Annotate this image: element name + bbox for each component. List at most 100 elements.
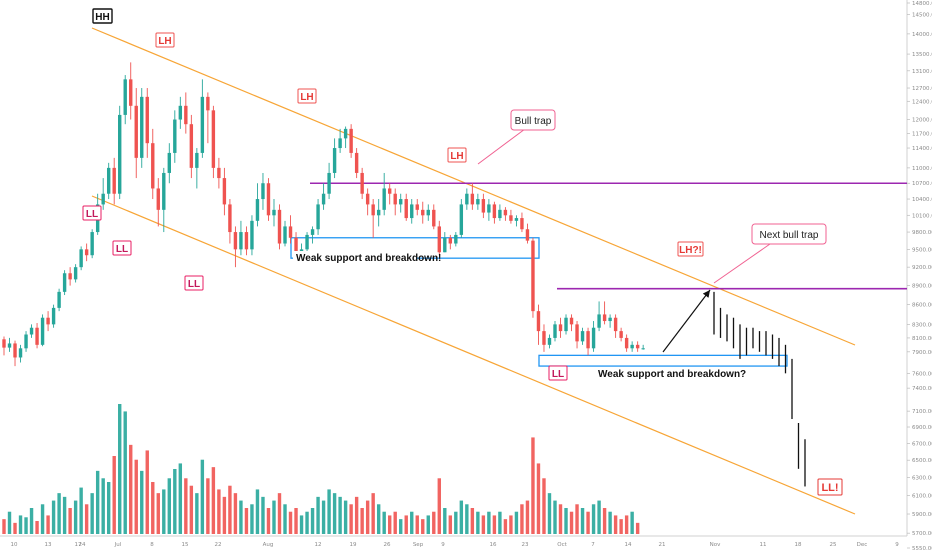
volume-bar xyxy=(393,511,397,534)
x-tick-label: 11 xyxy=(760,542,767,548)
candle-body xyxy=(448,237,453,244)
lh-label-2: LH xyxy=(300,92,313,103)
hh-label: HH xyxy=(95,12,109,23)
volume-bar xyxy=(206,478,210,534)
volume-bar xyxy=(426,515,430,534)
candle-body xyxy=(487,204,491,213)
hh-label-box xyxy=(92,8,113,24)
candle-body xyxy=(101,193,105,205)
lh-label-3: LH xyxy=(450,151,463,162)
volume-bar xyxy=(118,404,122,534)
volume-bar xyxy=(360,508,364,534)
candle-body xyxy=(454,234,458,244)
candle-body xyxy=(498,209,502,219)
candle-body xyxy=(376,209,381,216)
x-tick-label: 19 xyxy=(350,542,357,548)
volume-bar xyxy=(261,496,265,534)
volume-bar xyxy=(106,482,111,534)
volume-bar xyxy=(250,504,254,534)
volume-bar xyxy=(255,489,260,534)
candle-body xyxy=(332,148,337,173)
candle-body xyxy=(29,327,34,335)
y-tick-label: 7900.00 xyxy=(912,350,932,356)
y-tick-label: 5550.00 xyxy=(912,546,932,550)
volume-bar xyxy=(90,493,94,534)
candlesticks xyxy=(2,62,645,367)
x-tick-label: Sep xyxy=(413,542,424,548)
volume-bar xyxy=(558,504,563,534)
volume-bar xyxy=(613,515,618,534)
candle-body xyxy=(591,327,596,349)
x-tick-label: 24 xyxy=(79,542,86,548)
ll-label-3: LL xyxy=(188,279,200,290)
candle-body xyxy=(316,204,320,230)
candle-body xyxy=(266,183,271,216)
x-tick-label: Aug xyxy=(263,542,274,548)
weak-support-label-1: Weak support and breakdown! xyxy=(296,253,441,264)
candle-body xyxy=(228,204,232,233)
x-tick-label: 21 xyxy=(659,542,666,548)
candle-body xyxy=(24,334,28,349)
candle-body xyxy=(360,172,364,194)
candle-body xyxy=(294,237,298,253)
volume-bar xyxy=(62,496,67,534)
candle-body xyxy=(613,317,618,332)
candle-body xyxy=(630,344,634,349)
y-tick-label: 9200.00 xyxy=(912,265,932,271)
y-tick-label: 7600.00 xyxy=(912,371,932,377)
ll-final-label: LL! xyxy=(821,482,838,494)
projection-arrow xyxy=(662,289,711,353)
x-tick-label: 18 xyxy=(795,542,802,548)
x-tick-label: 23 xyxy=(522,542,529,548)
ll-label-1-box xyxy=(82,205,102,221)
volume-bar xyxy=(531,437,535,534)
volume-bar xyxy=(575,504,579,534)
volume-bar xyxy=(608,511,612,534)
volume-bar xyxy=(354,496,359,534)
volume-bar xyxy=(35,521,39,534)
candle-body xyxy=(580,331,585,342)
volume-bar xyxy=(569,511,574,534)
volume-bar xyxy=(332,493,337,534)
lh-label-2-box xyxy=(297,88,317,104)
candle-body xyxy=(79,249,83,268)
candle-body xyxy=(46,317,50,325)
candle-body xyxy=(481,199,486,213)
candle-body xyxy=(57,291,61,308)
candle-body xyxy=(156,188,160,210)
volume-bar xyxy=(338,496,342,534)
volume-bar xyxy=(459,500,464,534)
y-tick-label: 7400.00 xyxy=(912,386,932,392)
volume-bar xyxy=(2,519,6,534)
volume-bar xyxy=(266,508,271,534)
ll-label-4-box xyxy=(548,365,568,381)
candle-body xyxy=(184,105,188,125)
y-tick-label: 8100.00 xyxy=(912,336,932,342)
volume-bar xyxy=(272,500,276,534)
candle-body xyxy=(106,167,111,194)
candle-body xyxy=(321,193,326,205)
volume-bar xyxy=(410,511,414,534)
bull-trap-pointer xyxy=(477,128,526,165)
next-bull-trap-pointer xyxy=(713,243,771,284)
volume-bar xyxy=(432,511,436,534)
volume-bar xyxy=(57,493,61,534)
volume-bar xyxy=(509,515,513,534)
weak-support-label-2: Weak support and breakdown? xyxy=(598,369,746,380)
volume-bar xyxy=(129,444,133,534)
candle-body xyxy=(641,348,645,350)
y-tick-label: 6500.00 xyxy=(912,458,932,464)
x-tick-label: 7 xyxy=(591,542,595,548)
y-tick-label: 8900.00 xyxy=(912,284,932,290)
candle-body xyxy=(200,96,205,153)
volume-bar xyxy=(597,500,601,534)
volume-bar xyxy=(310,508,315,534)
volume-bar xyxy=(184,478,188,534)
volume-bar xyxy=(454,511,458,534)
volume-bar xyxy=(564,508,568,534)
volume-bar xyxy=(145,450,149,534)
volume-bar xyxy=(228,485,232,534)
candle-body xyxy=(399,199,403,205)
bull-trap-label: Bull trap xyxy=(515,116,552,127)
